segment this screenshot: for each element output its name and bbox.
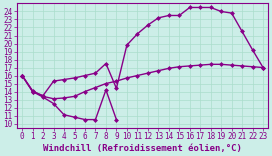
X-axis label: Windchill (Refroidissement éolien,°C): Windchill (Refroidissement éolien,°C)	[43, 144, 242, 153]
